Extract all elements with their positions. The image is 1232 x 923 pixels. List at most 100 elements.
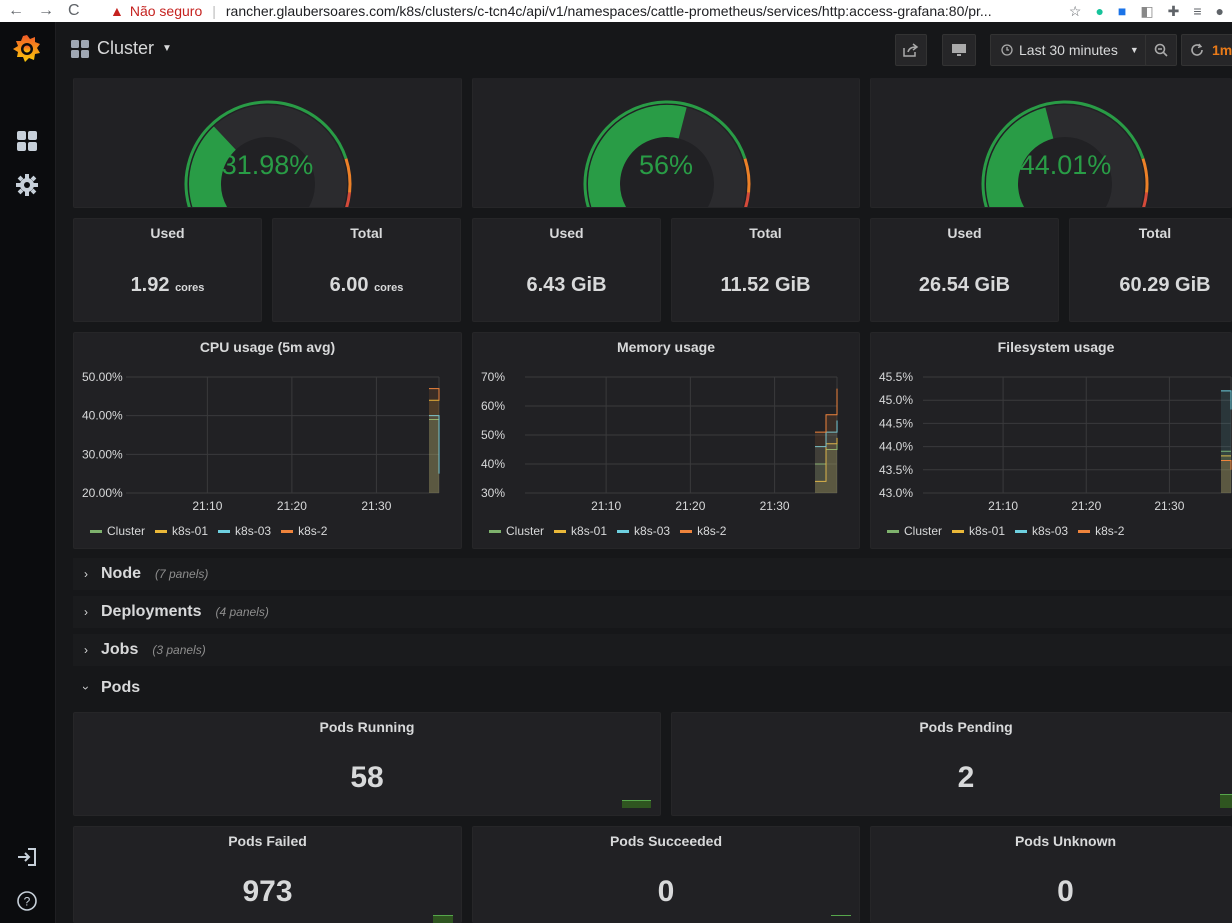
stat-number: 6.00 <box>329 274 369 296</box>
legend-label[interactable]: k8s-2 <box>697 524 727 538</box>
zoom-out-button[interactable] <box>1145 34 1177 66</box>
grafana-logo-icon[interactable] <box>10 32 44 66</box>
extension-icon[interactable]: ● <box>1095 2 1104 19</box>
y-tick-label: 43.5% <box>879 463 913 477</box>
legend-label[interactable]: k8s-2 <box>298 524 328 538</box>
dashboard-picker[interactable]: Cluster ▼ <box>71 38 172 59</box>
row-panel-count: (3 panels) <box>152 643 206 657</box>
media-icon[interactable]: ≡ <box>1193 2 1202 19</box>
chevron-right-icon[interactable]: › <box>84 643 88 657</box>
graph-panel-memory[interactable]: Memory usage 70% 60% 50% 40% 30% 21:10 21:20 21… <box>472 332 860 549</box>
share-button[interactable] <box>895 34 927 66</box>
legend-item[interactable]: k8s-03 <box>617 524 670 538</box>
pods-failed-panel[interactable]: Pods Failed 973 <box>73 826 462 923</box>
row-deployments[interactable]: › Deployments (4 panels) <box>73 596 1232 628</box>
zoom-out-icon <box>1154 43 1168 57</box>
avatar[interactable]: ● <box>1215 2 1224 19</box>
stat-unit: cores <box>374 282 404 294</box>
legend-label[interactable]: k8s-01 <box>172 524 209 538</box>
pods-pending-panel[interactable]: Pods Pending 2 <box>671 712 1232 816</box>
y-tick-label: 60% <box>481 399 505 413</box>
extension-icon[interactable]: ■ <box>1117 2 1127 19</box>
caret-down-icon[interactable]: ▼ <box>162 43 172 54</box>
pods-succeeded-panel[interactable]: Pods Succeeded 0 <box>472 826 860 923</box>
refresh-interval[interactable]: 1m <box>1212 42 1232 58</box>
legend-label[interactable]: Cluster <box>904 524 943 538</box>
legend-label[interactable]: k8s-2 <box>1095 524 1125 538</box>
legend-item[interactable]: k8s-01 <box>952 524 1005 538</box>
legend-item[interactable]: Cluster <box>489 524 544 538</box>
bookmark-star-icon[interactable]: ☆ <box>1068 2 1082 19</box>
legend-label[interactable]: k8s-03 <box>235 524 272 538</box>
memory-usage-chart: 70% 60% 50% 40% 30% 21:10 21:20 21:30 <box>481 370 838 513</box>
back-icon[interactable]: ← <box>8 2 24 19</box>
extension-icon[interactable]: ◧ <box>1140 2 1154 19</box>
legend-item[interactable]: k8s-03 <box>1015 524 1068 538</box>
y-tick-label: 45.0% <box>879 393 913 407</box>
legend-label[interactable]: k8s-01 <box>571 524 608 538</box>
row-title[interactable]: Jobs <box>101 641 139 658</box>
address-bar[interactable]: ▲ Não seguro | rancher.glaubersoares.com… <box>70 3 1069 19</box>
gauge-panel-filesystem[interactable]: 44.01% <box>870 78 1232 208</box>
series-area-Cluster <box>429 415 439 493</box>
legend-item[interactable]: k8s-01 <box>554 524 607 538</box>
gauge-panel-memory[interactable]: 56% <box>472 78 860 208</box>
legend-item[interactable]: Cluster <box>887 524 942 538</box>
refresh-button[interactable]: 1m <box>1181 34 1232 66</box>
row-title[interactable]: Node <box>101 565 141 582</box>
insecure-label[interactable]: Não seguro <box>129 3 203 19</box>
panel-title: Used <box>947 225 982 241</box>
gauge-threshold-red <box>1142 192 1149 207</box>
stat-panel[interactable]: Total 6.00 cores <box>272 218 461 322</box>
chevron-right-icon[interactable]: › <box>84 605 88 619</box>
graph-panel-filesystem[interactable]: Filesystem usage 45.5% 45.0% 44.5% 44.0% 43.… <box>870 332 1232 549</box>
row-panel-count: (7 panels) <box>155 567 209 581</box>
legend-item[interactable]: k8s-01 <box>155 524 208 538</box>
forward-icon[interactable]: → <box>38 2 54 19</box>
row-title[interactable]: Deployments <box>101 603 202 620</box>
time-range-label[interactable]: Last 30 minutes <box>1019 42 1118 58</box>
series-area-k8s-01 <box>429 396 439 493</box>
row-pods[interactable]: › Pods <box>73 672 1232 704</box>
row-node[interactable]: › Node (7 panels) <box>73 558 1232 590</box>
gauge-threshold-orange <box>344 158 352 193</box>
puzzle-icon[interactable]: ✚ <box>1167 2 1180 19</box>
gauge-threshold-orange <box>743 158 751 193</box>
stat-panel[interactable]: Used 26.54 GiB <box>870 218 1059 322</box>
time-picker-button[interactable]: Last 30 minutes ▼ <box>990 34 1150 66</box>
chevron-down-icon[interactable]: › <box>79 686 93 690</box>
legend-swatch <box>554 529 567 533</box>
legend-item[interactable]: k8s-2 <box>680 524 726 538</box>
stat-panel[interactable]: Used 1.92 cores <box>73 218 262 322</box>
legend-label[interactable]: Cluster <box>107 524 146 538</box>
legend-item[interactable]: k8s-2 <box>281 524 327 538</box>
pods-unknown-panel[interactable]: Pods Unknown 0 <box>870 826 1232 923</box>
url-text[interactable]: rancher.glaubersoares.com/k8s/clusters/c… <box>225 3 992 19</box>
cpu-usage-chart: 50.00% 40.00% 30.00% 20.00% 21:10 21:20 21:30 <box>82 370 440 513</box>
help-icon[interactable]: ? <box>16 890 38 912</box>
legend-label[interactable]: k8s-03 <box>1032 524 1069 538</box>
gear-icon[interactable] <box>16 174 38 196</box>
warning-icon[interactable]: ▲ <box>110 3 124 19</box>
row-title[interactable]: Pods <box>101 679 141 696</box>
legend-label[interactable]: k8s-01 <box>969 524 1006 538</box>
legend-label[interactable]: k8s-03 <box>634 524 671 538</box>
legend-item[interactable]: Cluster <box>90 524 145 538</box>
legend-item[interactable]: k8s-2 <box>1078 524 1124 538</box>
dashboard-title[interactable]: Cluster <box>97 38 155 58</box>
gauge-panel-cpu[interactable]: 31.98% <box>73 78 462 208</box>
dashboards-icon[interactable] <box>16 130 38 152</box>
tv-mode-button[interactable] <box>942 34 976 66</box>
legend-label[interactable]: Cluster <box>506 524 545 538</box>
stat-panel[interactable]: Total 11.52 GiB <box>671 218 860 322</box>
row-jobs[interactable]: › Jobs (3 panels) <box>73 634 1232 666</box>
legend-item[interactable]: k8s-03 <box>218 524 271 538</box>
pods-running-panel[interactable]: Pods Running 58 <box>73 712 661 816</box>
sign-in-icon[interactable] <box>16 846 38 868</box>
stat-panel[interactable]: Total 60.29 GiB <box>1069 218 1232 322</box>
clock-icon <box>1001 44 1013 56</box>
stat-panel[interactable]: Used 6.43 GiB <box>472 218 661 322</box>
chevron-right-icon[interactable]: › <box>84 567 88 581</box>
graph-panel-cpu[interactable]: CPU usage (5m avg) 50.00% 40.00% 30.00% 20.… <box>73 332 462 549</box>
reload-icon[interactable]: C <box>68 2 80 19</box>
